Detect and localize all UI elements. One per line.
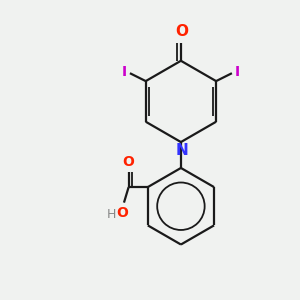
Text: H: H (107, 208, 116, 221)
Text: O: O (122, 155, 134, 169)
Text: I: I (235, 65, 240, 79)
Text: O: O (117, 206, 128, 220)
Text: N: N (175, 143, 188, 158)
Text: I: I (122, 65, 127, 79)
Text: O: O (175, 24, 188, 39)
